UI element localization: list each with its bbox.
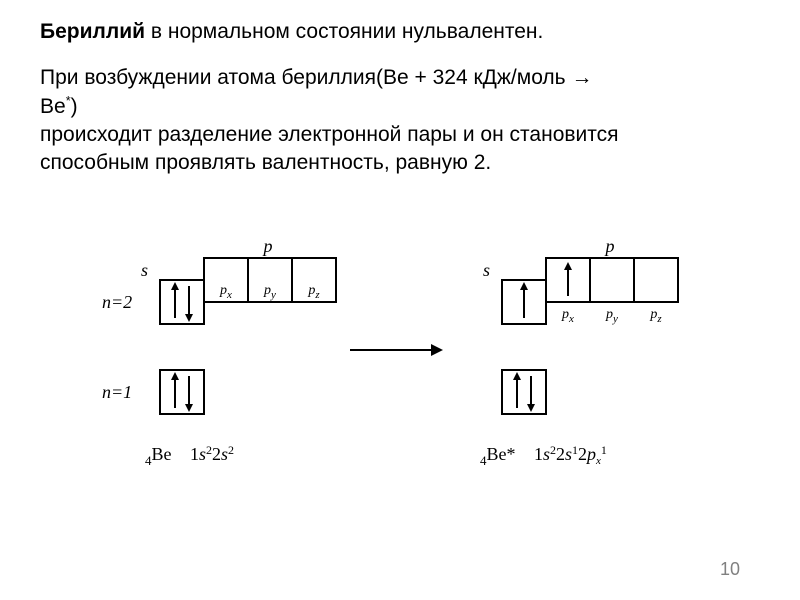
p2-line3: происходит разделение электронной пары и… [40, 123, 619, 174]
s1-electrons-left [171, 372, 193, 412]
formula-left: 4Be 1s22s2 [145, 443, 234, 468]
paragraph-2: При возбуждении атома бериллия(Be + 324 … [40, 64, 720, 177]
px-label-right: px [561, 307, 574, 325]
py-label-right: py [605, 307, 618, 325]
p-label-left: p [262, 236, 273, 256]
n1-label-left: n=1 [102, 382, 132, 402]
description-text: Бериллий в нормальном состоянии нульвале… [40, 18, 720, 196]
page-number: 10 [720, 559, 740, 580]
p1-rest: в нормальном состоянии нульвалентен. [145, 20, 543, 43]
p2-close: ) [71, 95, 78, 118]
p-label-right: p [604, 236, 615, 256]
excited-state-config: p s px py pz 4Be* 1s22s12px [480, 236, 678, 468]
pz-label-left: pz [307, 283, 320, 301]
s1-cell-right [502, 370, 546, 414]
px-electron-right [564, 262, 572, 296]
s2-electron-right [520, 282, 528, 318]
py-label-left: py [263, 283, 276, 301]
p2-be: Be [40, 95, 66, 118]
s2-cell-left [160, 280, 204, 324]
p-cell-right-3 [634, 258, 678, 302]
ground-state-config: p s px py pz n=2 n=1 [102, 236, 336, 468]
s1-electrons-right [513, 372, 535, 412]
n2-label-left: n=2 [102, 292, 132, 312]
s-label-left: s [141, 260, 148, 280]
paragraph-1: Бериллий в нормальном состоянии нульвале… [40, 18, 720, 46]
transition-arrow [350, 344, 443, 356]
p-cell-right-2 [590, 258, 634, 302]
p2-line1: При возбуждении атома бериллия(Be + 324 … [40, 66, 592, 89]
px-label-left: px [219, 283, 232, 301]
s2-electrons-left [171, 282, 193, 322]
orbital-svg: p s px py pz n=2 n=1 [40, 230, 760, 530]
formula-right: 4Be* 1s22s12px1 [480, 443, 607, 468]
s1-cell-left [160, 370, 204, 414]
s-label-right: s [483, 260, 490, 280]
element-name: Бериллий [40, 20, 145, 43]
pz-label-right: pz [649, 307, 662, 325]
orbital-diagram: p s px py pz n=2 n=1 [40, 230, 760, 530]
